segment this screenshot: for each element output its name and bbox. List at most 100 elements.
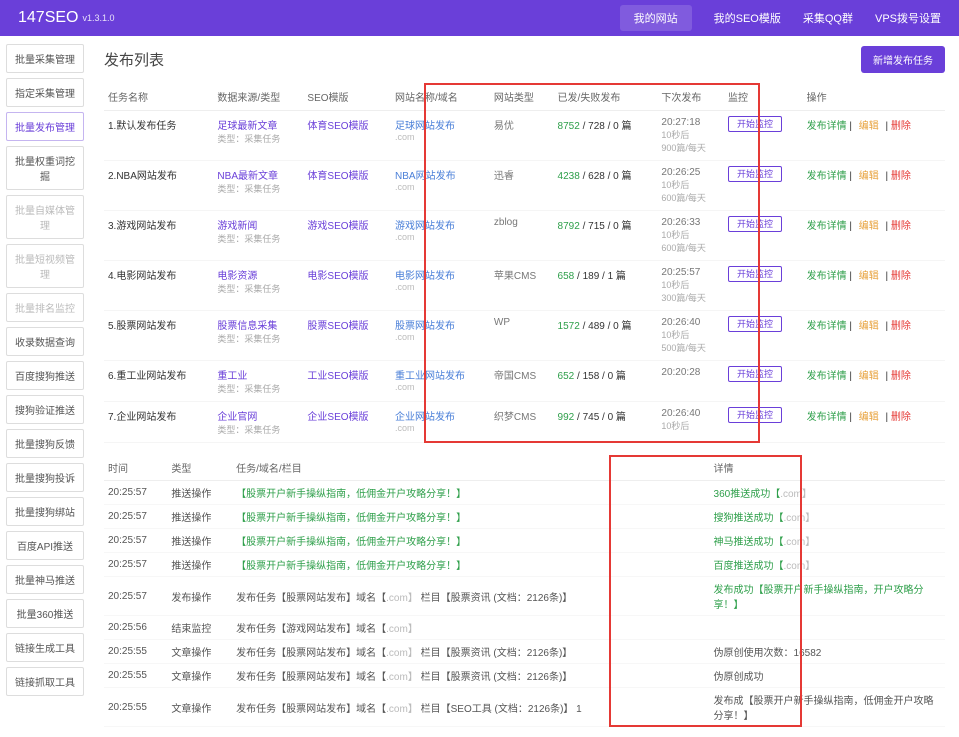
detail-link[interactable]: 发布详情	[807, 271, 847, 282]
sidebar-item[interactable]: 指定采集管理	[6, 78, 84, 107]
site-cell: 企业网站发布.com	[391, 402, 490, 443]
next-cell: 20:26:4010秒后500篇/每天	[657, 311, 724, 361]
actions-cell: 发布详情 | 编辑 | 删除	[803, 361, 945, 402]
log-time: 20:25:56	[104, 616, 167, 640]
edit-link[interactable]: 编辑	[859, 321, 879, 332]
sidebar-item[interactable]: 收录数据查询	[6, 327, 84, 356]
sidebar-item[interactable]: 链接生成工具	[6, 633, 84, 662]
sidebar-item[interactable]: 批量发布管理	[6, 112, 84, 141]
detail-link[interactable]: 发布详情	[807, 221, 847, 232]
source-cell: 电影资源类型：采集任务	[213, 261, 303, 311]
site-cell: 重工业网站发布.com	[391, 361, 490, 402]
delete-link[interactable]: 删除	[891, 221, 911, 232]
sidebar-item[interactable]: 批量自媒体管理	[6, 195, 84, 239]
site-cell: 电影网站发布.com	[391, 261, 490, 311]
log-type: 文章操作	[167, 688, 232, 727]
actions-cell: 发布详情 | 编辑 | 删除	[803, 261, 945, 311]
log-task: 发布任务【股票网站发布】域名【.com】 栏目【股票资讯 (文档：2126条)】	[232, 640, 709, 664]
nav-seo-templates[interactable]: 我的SEO模版	[714, 10, 781, 26]
log-type: 推送操作	[167, 529, 232, 553]
detail-link[interactable]: 发布详情	[807, 371, 847, 382]
sidebar-item[interactable]: 搜狗验证推送	[6, 395, 84, 424]
cms-cell: 易优	[490, 111, 554, 161]
sidebar-item[interactable]: 批量排名监控	[6, 293, 84, 322]
cms-cell: 织梦CMS	[490, 402, 554, 443]
task-cell: 5.股票网站发布	[104, 311, 213, 361]
table-row: 7.企业网站发布企业官网类型：采集任务企业SEO模版企业网站发布.com织梦CM…	[104, 402, 945, 443]
edit-link[interactable]: 编辑	[859, 371, 879, 382]
new-publish-task-button[interactable]: 新增发布任务	[861, 46, 945, 73]
table-row: 4.电影网站发布电影资源类型：采集任务电影SEO模版电影网站发布.com苹果CM…	[104, 261, 945, 311]
log-type: 文章操作	[167, 664, 232, 688]
task-cell: 1.默认发布任务	[104, 111, 213, 161]
detail-link[interactable]: 发布详情	[807, 171, 847, 182]
publish-count-cell: 4238 / 628 / 0 篇	[554, 161, 658, 211]
sidebar-item[interactable]: 批量权重词挖掘	[6, 146, 84, 190]
monitor-button[interactable]: 开始监控	[728, 166, 782, 182]
monitor-button[interactable]: 开始监控	[728, 316, 782, 332]
monitor-button[interactable]: 开始监控	[728, 366, 782, 382]
edit-link[interactable]: 编辑	[859, 271, 879, 282]
sidebar-item[interactable]: 批量搜狗投诉	[6, 463, 84, 492]
detail-link[interactable]: 发布详情	[807, 121, 847, 132]
sidebar-item[interactable]: 百度搜狗推送	[6, 361, 84, 390]
version: v1.3.1.0	[82, 13, 114, 23]
sidebar-item[interactable]: 链接抓取工具	[6, 667, 84, 696]
column-header: 下次发布	[657, 83, 724, 111]
sidebar-item[interactable]: 批量搜狗反馈	[6, 429, 84, 458]
task-cell: 6.重工业网站发布	[104, 361, 213, 402]
cms-cell: WP	[490, 311, 554, 361]
log-task: 【股票开户新手操纵指南，低佣金开户攻略分享！】	[232, 505, 709, 529]
monitor-button[interactable]: 开始监控	[728, 266, 782, 282]
log-time: 20:25:57	[104, 529, 167, 553]
edit-link[interactable]: 编辑	[859, 412, 879, 423]
delete-link[interactable]: 删除	[891, 412, 911, 423]
source-cell: 游戏新闻类型：采集任务	[213, 211, 303, 261]
delete-link[interactable]: 删除	[891, 271, 911, 282]
sidebar-item[interactable]: 百度API推送	[6, 531, 84, 560]
nav-my-sites[interactable]: 我的网站	[620, 5, 692, 31]
template-cell: 体育SEO模版	[303, 161, 391, 211]
monitor-button[interactable]: 开始监控	[728, 116, 782, 132]
log-task: 发布任务【股票网站发布】域名【.com】 栏目【SEO工具 (文档：2126条)…	[232, 688, 709, 727]
monitor-button[interactable]: 开始监控	[728, 216, 782, 232]
log-detail: 发布成【股票开户新手操纵指南，低佣金开户攻略分享！】	[710, 688, 945, 727]
delete-link[interactable]: 删除	[891, 171, 911, 182]
log-task: 发布任务【股票网站发布】域名【.com】 栏目【股票资讯 (文档：2126条)】	[232, 664, 709, 688]
publish-count-cell: 652 / 158 / 0 篇	[554, 361, 658, 402]
log-column-header: 详情	[710, 455, 945, 481]
edit-link[interactable]: 编辑	[859, 171, 879, 182]
nav-qq-group[interactable]: 采集QQ群	[803, 10, 853, 26]
log-row: 20:25:55文章操作发布任务【股票网站发布】域名【.com】 栏目【SEO工…	[104, 688, 945, 727]
sidebar-item[interactable]: 批量短视频管理	[6, 244, 84, 288]
detail-link[interactable]: 发布详情	[807, 412, 847, 423]
column-header: 监控	[724, 83, 803, 111]
sidebar-item[interactable]: 批量360推送	[6, 599, 84, 628]
sidebar-item[interactable]: 批量搜狗绑站	[6, 497, 84, 526]
log-time: 20:25:57	[104, 553, 167, 577]
column-header: SEO模版	[303, 83, 391, 111]
sidebar-item[interactable]: 批量采集管理	[6, 44, 84, 73]
site-cell: NBA网站发布.com	[391, 161, 490, 211]
table-row: 1.默认发布任务足球最新文章类型：采集任务体育SEO模版足球网站发布.com易优…	[104, 111, 945, 161]
delete-link[interactable]: 删除	[891, 121, 911, 132]
log-time: 20:25:57	[104, 577, 167, 616]
task-cell: 2.NBA网站发布	[104, 161, 213, 211]
actions-cell: 发布详情 | 编辑 | 删除	[803, 211, 945, 261]
log-task: 【股票开户新手操纵指南，低佣金开户攻略分享！】	[232, 481, 709, 505]
log-detail: 发布成功【股票开户新手操纵指南，开户攻略分享！】	[710, 577, 945, 616]
next-cell: 20:25:5710秒后300篇/每天	[657, 261, 724, 311]
edit-link[interactable]: 编辑	[859, 121, 879, 132]
log-type: 文章操作	[167, 640, 232, 664]
log-type: 结束监控	[167, 616, 232, 640]
delete-link[interactable]: 删除	[891, 371, 911, 382]
edit-link[interactable]: 编辑	[859, 221, 879, 232]
template-cell: 股票SEO模版	[303, 311, 391, 361]
detail-link[interactable]: 发布详情	[807, 321, 847, 332]
log-detail: 伪原创使用次数：16582	[710, 640, 945, 664]
nav-vps-dial[interactable]: VPS拨号设置	[875, 10, 941, 26]
sidebar-item[interactable]: 批量神马推送	[6, 565, 84, 594]
monitor-button[interactable]: 开始监控	[728, 407, 782, 423]
delete-link[interactable]: 删除	[891, 321, 911, 332]
log-task: 发布任务【股票网站发布】域名【.com】 栏目【股票资讯 (文档：2126条)】	[232, 577, 709, 616]
